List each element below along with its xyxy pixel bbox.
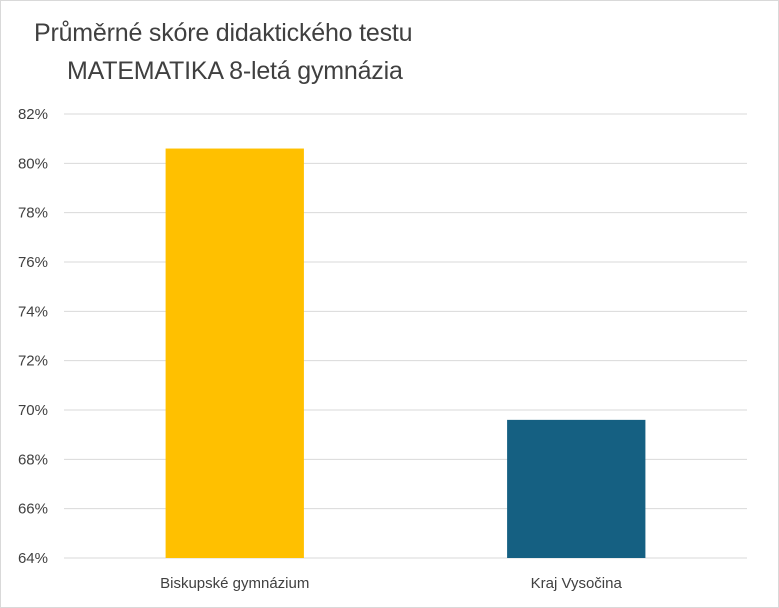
x-category-label: Biskupské gymnázium <box>160 575 309 592</box>
y-tick-label: 68% <box>18 451 48 468</box>
bars <box>165 148 646 559</box>
y-tick-label: 80% <box>18 155 48 172</box>
y-tick-label: 78% <box>18 205 48 222</box>
chart-title-line-1: Průměrné skóre didaktického testu <box>34 19 413 47</box>
y-tick-label: 72% <box>18 353 48 370</box>
y-tick-label: 70% <box>18 402 48 419</box>
bar-2 <box>507 419 646 558</box>
y-axis-ticks: 64% 66% 68% 70% 72% 74% 76% 78% 80% 82% <box>18 106 48 567</box>
chart-title-line-2: MATEMATIKA 8-letá gymnázia <box>67 57 403 85</box>
y-tick-label: 74% <box>18 303 48 320</box>
bar-1 <box>165 148 304 559</box>
y-tick-label: 66% <box>18 501 48 518</box>
x-axis-categories: Biskupské gymnázium Kraj Vysočina <box>160 575 622 592</box>
y-tick-label: 76% <box>18 254 48 271</box>
x-category-label: Kraj Vysočina <box>531 575 623 592</box>
y-tick-label: 82% <box>18 106 48 123</box>
y-tick-label: 64% <box>18 550 48 567</box>
